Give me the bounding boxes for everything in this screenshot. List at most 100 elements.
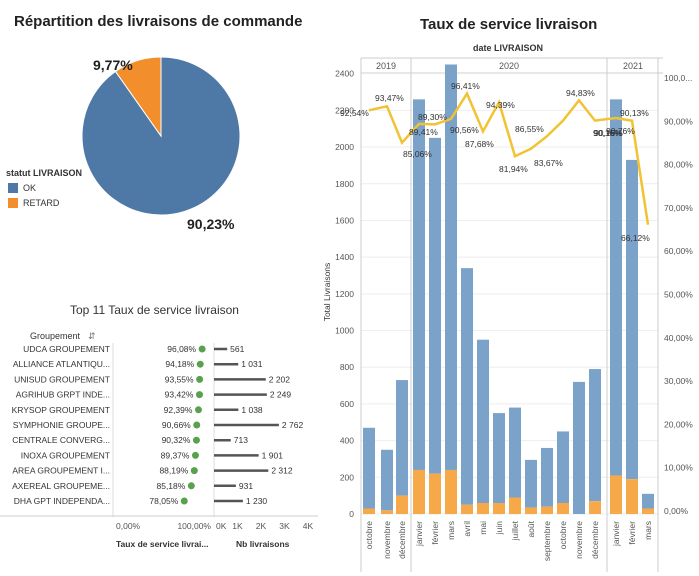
row-label: KRYSOP GROUPEMENT xyxy=(12,405,110,415)
month-label: décembre xyxy=(590,521,600,559)
month-label: novembre xyxy=(574,521,584,559)
bar-ok xyxy=(429,137,441,474)
bar-ok xyxy=(363,427,375,509)
combo-chart: date LIVRAISON 0 200 400 600 800 1000 1200 1400 1… xyxy=(322,43,693,572)
month-label: septembre xyxy=(542,521,552,561)
month-label: novembre xyxy=(382,521,392,559)
bar-ok xyxy=(541,447,553,507)
y-left-tick: 2400 xyxy=(335,69,354,79)
month-label: mars xyxy=(643,521,653,540)
rate-label: 85,06% xyxy=(403,149,432,159)
month-label: janvier xyxy=(611,521,621,547)
rate-label: 89,37% xyxy=(161,450,190,460)
pie-legend-title: statut LIVRAISON xyxy=(6,168,83,178)
rate-dot xyxy=(196,375,204,383)
count-tick: 3K xyxy=(279,521,290,531)
rate-dot xyxy=(198,345,206,353)
y-left-tick: 800 xyxy=(340,362,354,372)
y-right-tick: 80,00% xyxy=(664,160,693,170)
rate-label: 89,41% xyxy=(409,127,438,137)
count-tick: 0K xyxy=(216,521,227,531)
month-label: mai xyxy=(478,521,488,535)
count-tick: 2K xyxy=(256,521,267,531)
count-tick: 4K xyxy=(303,521,314,531)
legend-label-retard: RETARD xyxy=(23,198,60,208)
rate-dot xyxy=(194,406,202,414)
count-label: 2 249 xyxy=(270,390,292,400)
legend-label-ok: OK xyxy=(23,183,37,193)
month-label: octobre xyxy=(364,521,374,550)
month-label: février xyxy=(627,521,637,545)
y-left-tick: 600 xyxy=(340,399,354,409)
bar-retard xyxy=(557,502,569,514)
y-right-tick: 40,00% xyxy=(664,333,693,343)
bar-ok xyxy=(477,339,489,503)
y-left-tick: 1000 xyxy=(335,326,354,336)
legend-item-retard[interactable]: RETARD xyxy=(8,198,59,208)
bar-retard xyxy=(363,508,375,514)
bar-ok xyxy=(573,381,585,514)
row-label: AXEREAL GROUPEME... xyxy=(12,481,110,491)
bar-retard xyxy=(461,504,473,514)
row-label: UNISUD GROUPEMENT xyxy=(14,374,110,384)
y-right-tick: 0,00% xyxy=(664,506,689,516)
pie-title: Répartition des livraisons de commande xyxy=(14,13,303,30)
year-label: 2021 xyxy=(623,61,643,71)
row-label: AGRIHUB GRPT INDE... xyxy=(16,390,110,400)
bar-retard xyxy=(589,501,601,514)
y-right-tick: 20,00% xyxy=(664,419,693,429)
y-left-tick: 200 xyxy=(340,472,354,482)
top11-table: Groupement ⇵ UDCA GROUPEMENT 96,08% 561 ALLIA… xyxy=(0,331,318,549)
y-right-tick: 10,00% xyxy=(664,463,693,473)
count-label: 931 xyxy=(239,481,253,491)
rate-label: 93,42% xyxy=(165,390,194,400)
rate-label: 92,39% xyxy=(164,405,193,415)
bar-ok xyxy=(445,64,457,470)
rate-dot xyxy=(190,467,198,475)
month-label: juillet xyxy=(510,520,520,541)
bar-ok xyxy=(413,99,425,470)
rate-dot xyxy=(195,391,203,399)
rate-line xyxy=(368,90,650,225)
bar-retard xyxy=(477,502,489,514)
row-label: SYMPHONIE GROUPE... xyxy=(13,420,110,430)
month-label: juin xyxy=(494,521,504,536)
bar-ok xyxy=(557,431,569,503)
row-label: AREA GROUPEMENT I... xyxy=(12,466,110,476)
month-label: avril xyxy=(462,521,472,537)
pie-label-retard: 9,77% xyxy=(93,57,133,73)
month-label: février xyxy=(430,521,440,545)
rate-label: 96,08% xyxy=(167,344,196,354)
bar-retard xyxy=(525,507,537,514)
year-label: 2019 xyxy=(376,61,396,71)
y-right-tick: 70,00% xyxy=(664,203,693,213)
rate-label: 83,67% xyxy=(534,158,563,168)
y-left-tick: 1200 xyxy=(335,289,354,299)
count-label: 1 901 xyxy=(262,450,284,460)
count-label: 1 031 xyxy=(241,359,263,369)
rate-dot xyxy=(191,451,199,459)
group-header: Groupement xyxy=(30,331,81,341)
rate-axis-title: Taux de service livrai... xyxy=(116,539,208,549)
rate-label: 85,18% xyxy=(156,481,185,491)
bar-ok xyxy=(396,380,408,496)
rate-tick: 0,00% xyxy=(116,521,141,531)
bar-retard xyxy=(541,506,553,514)
bar-retard xyxy=(445,469,457,514)
y-left-tick: 0 xyxy=(349,509,354,519)
rate-dot xyxy=(196,360,204,368)
month-label: janvier xyxy=(414,521,424,547)
legend-item-ok[interactable]: OK xyxy=(8,183,36,193)
legend-swatch-ok xyxy=(8,183,18,193)
legend-swatch-retard xyxy=(8,198,18,208)
row-label: ALLIANCE ATLANTIQU... xyxy=(13,359,110,369)
y-left-tick: 1800 xyxy=(335,179,354,189)
rate-label: 87,68% xyxy=(465,139,494,149)
count-label: 713 xyxy=(234,435,248,445)
y-left-tick: 400 xyxy=(340,436,354,446)
month-label: octobre xyxy=(558,521,568,550)
y-left-tick: 1400 xyxy=(335,252,354,262)
row-label: INOXA GROUPEMENT xyxy=(21,450,110,460)
count-label: 561 xyxy=(230,344,244,354)
bar-retard xyxy=(493,502,505,514)
